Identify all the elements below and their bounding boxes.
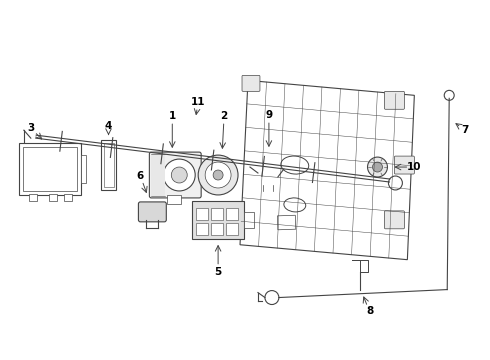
- Bar: [103, 143, 114, 187]
- Bar: [244, 212, 254, 228]
- Ellipse shape: [284, 198, 306, 212]
- Polygon shape: [240, 80, 415, 260]
- Bar: [151, 154, 165, 196]
- Ellipse shape: [281, 156, 309, 174]
- FancyBboxPatch shape: [385, 211, 404, 229]
- Bar: [192, 201, 244, 239]
- Text: 9: 9: [266, 110, 272, 120]
- Bar: [167, 195, 181, 204]
- FancyBboxPatch shape: [256, 165, 280, 187]
- Bar: [19, 143, 81, 195]
- Bar: [226, 223, 238, 235]
- FancyBboxPatch shape: [138, 202, 166, 222]
- Circle shape: [372, 162, 383, 172]
- Circle shape: [198, 155, 238, 195]
- Bar: [196, 208, 208, 220]
- Text: 7: 7: [462, 125, 469, 135]
- Text: 8: 8: [366, 306, 373, 316]
- Circle shape: [163, 159, 195, 191]
- Bar: [226, 208, 238, 220]
- Bar: [211, 223, 223, 235]
- Text: 3: 3: [27, 123, 34, 133]
- Text: 10: 10: [407, 162, 421, 172]
- Bar: [29, 194, 37, 201]
- Bar: [277, 215, 296, 230]
- Text: 11: 11: [191, 97, 205, 107]
- Text: 2: 2: [220, 111, 228, 121]
- Text: 5: 5: [215, 267, 222, 276]
- FancyBboxPatch shape: [394, 156, 415, 174]
- FancyBboxPatch shape: [242, 75, 260, 91]
- Text: 4: 4: [105, 121, 112, 131]
- Circle shape: [172, 167, 187, 183]
- Bar: [81, 155, 86, 183]
- Bar: [100, 140, 117, 190]
- Bar: [64, 194, 72, 201]
- Bar: [211, 208, 223, 220]
- Bar: [23, 147, 76, 191]
- Bar: [196, 223, 208, 235]
- Circle shape: [205, 162, 231, 188]
- Text: 1: 1: [169, 111, 176, 121]
- Bar: [49, 194, 57, 201]
- Text: 6: 6: [137, 171, 144, 181]
- FancyBboxPatch shape: [149, 152, 201, 198]
- Circle shape: [213, 170, 223, 180]
- Circle shape: [368, 157, 388, 177]
- FancyBboxPatch shape: [385, 91, 404, 109]
